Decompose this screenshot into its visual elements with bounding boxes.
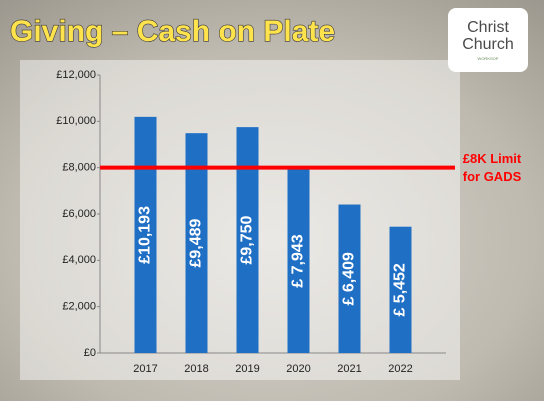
reference-label: for GADS — [463, 169, 522, 184]
x-tick-label: 2020 — [286, 363, 310, 375]
x-tick-label: 2018 — [184, 363, 208, 375]
x-tick-label: 2022 — [388, 363, 412, 375]
y-tick-label: £0 — [84, 347, 96, 359]
x-tick-label: 2017 — [133, 363, 157, 375]
x-tick-label: 2019 — [235, 363, 259, 375]
slide: Giving – Cash on Plate Christ Church WOR… — [0, 0, 544, 401]
logo-text: Christ — [467, 19, 509, 36]
y-tick-label: £10,000 — [56, 115, 96, 127]
y-tick-label: £4,000 — [62, 254, 96, 266]
value-label: £10,193 — [137, 206, 154, 264]
value-label: £9,489 — [188, 219, 205, 268]
chart-title: Giving – Cash on Plate — [10, 15, 335, 48]
y-tick-label: £6,000 — [62, 208, 96, 220]
logo-text: Church — [462, 36, 514, 53]
logo-subtext: WORKSOP — [478, 56, 499, 61]
value-label: £ 7,943 — [290, 234, 307, 287]
value-label: £ 5,452 — [392, 263, 409, 316]
y-tick-label: £2,000 — [62, 301, 96, 313]
y-tick-label: £12,000 — [56, 69, 96, 81]
y-tick-label: £8,000 — [62, 162, 96, 174]
x-tick-label: 2021 — [337, 363, 361, 375]
value-label: £9,750 — [239, 215, 256, 264]
value-label: £ 6,409 — [341, 252, 358, 305]
reference-label: £8K Limit — [463, 151, 522, 166]
